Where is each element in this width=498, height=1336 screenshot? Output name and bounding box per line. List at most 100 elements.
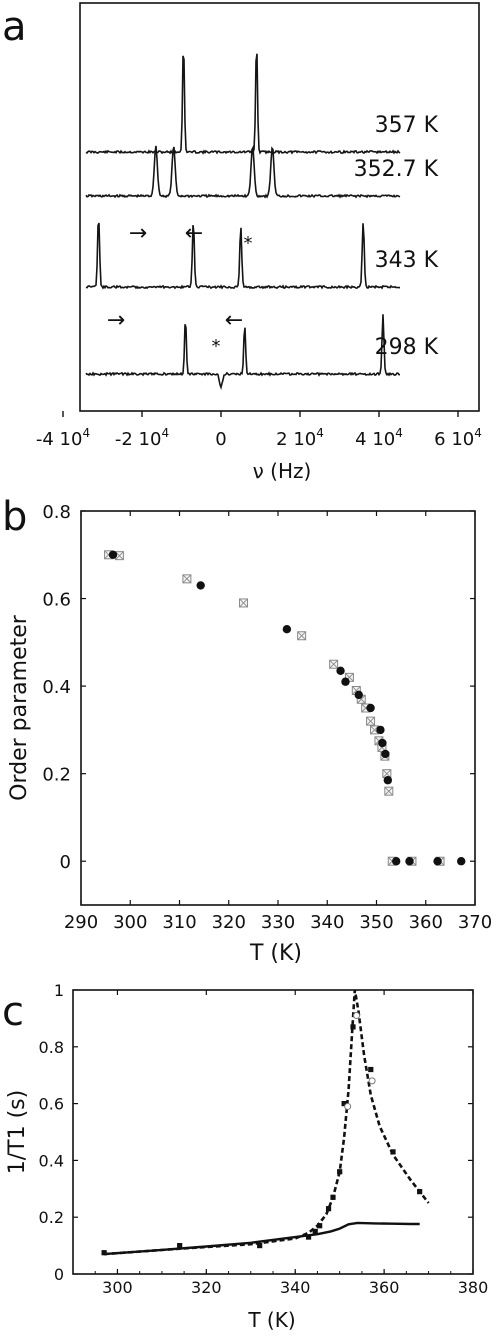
filled-square-marker [417, 1189, 423, 1195]
y-tick-label-c: 0.2 [39, 1208, 64, 1227]
spectrum-trace [85, 53, 401, 155]
filled-circle-marker [457, 857, 466, 866]
x-tick-label-b: 290 [64, 912, 98, 933]
x-tick-label-c: 380 [458, 1278, 489, 1297]
x-ticks-a: -4 104 -2 104 0 2 104 4 104 6 104 [36, 411, 482, 450]
y-tick-label-c: 0.6 [39, 1095, 64, 1114]
solid-fit-line [104, 1221, 420, 1256]
filled-circle-marker [108, 550, 118, 559]
x-tick-label-b: 340 [310, 912, 344, 933]
arrow-right-icon: → [129, 221, 147, 246]
x-tick-label-b: 370 [458, 912, 492, 933]
filled-circle-marker [336, 666, 345, 675]
filled-square-marker [350, 1024, 356, 1030]
y-axis-label-b: Order parameter [7, 614, 32, 801]
y-tick-label-b: 0.8 [42, 502, 71, 523]
open-circle-marker [368, 1077, 376, 1085]
filled-circle-marker [376, 725, 385, 735]
cross-marker [297, 631, 306, 641]
x-tick-label-a: 4 104 [355, 426, 403, 450]
x-tick-label-b: 360 [409, 912, 443, 933]
filled-square-marker [317, 1223, 323, 1229]
panel-b: b 290 300 310 320 330 340 350 360 370 0 0.2 0.4 0.6 0… [2, 494, 492, 966]
filled-square-marker [312, 1228, 318, 1234]
filled-circle-marker [196, 581, 205, 590]
filled-circle-marker [341, 677, 350, 686]
asterisk-marker: * [244, 233, 253, 254]
filled-square-marker [330, 1194, 336, 1200]
cross-marker [329, 659, 338, 669]
temperature-label: 343 K [375, 248, 439, 273]
arrow-left-icon: ← [185, 221, 203, 246]
x-tick-label-a: -4 104 [36, 426, 90, 450]
y-tick-label-c: 0.8 [39, 1038, 64, 1057]
x-tick-label-b: 320 [212, 912, 246, 933]
cross-marker [382, 769, 392, 778]
filled-square-marker [337, 1169, 343, 1175]
x-tick-label-b: 330 [261, 912, 295, 933]
filled-circle-marker [354, 690, 363, 700]
y-tick-label-b: 0.4 [42, 677, 71, 698]
x-tick-label-c: 320 [191, 1278, 222, 1297]
cross-marker [239, 598, 248, 608]
arrow-left-icon: ← [225, 308, 243, 333]
filled-circle-marker [405, 857, 414, 866]
panel-c: c 300 320 340 360 380 0 0.2 0.4 0.6 0.8 1 T (K) 1/… [2, 981, 488, 1332]
x-axis-label-b: T (K) [249, 941, 302, 966]
spectrum-trace [85, 144, 401, 199]
x-tick-label-c: 340 [280, 1278, 311, 1297]
x-tick-label-a: 0 [215, 429, 226, 450]
relaxation-lines [104, 989, 430, 1256]
filled-circle-marker [366, 703, 375, 713]
spectrum-trace [85, 314, 401, 390]
open-circle-marker [353, 1012, 361, 1020]
temperature-label: 352.7 K [354, 157, 439, 182]
filled-square-marker [341, 1101, 347, 1107]
temperature-label: 298 K [375, 335, 439, 360]
y-tick-label-c: 1 [54, 981, 64, 1000]
filled-square-marker [177, 1243, 183, 1249]
x-axis-label-c: T (K) [247, 1308, 295, 1332]
relaxation-points [101, 1012, 423, 1256]
axes-b: 290 300 310 320 330 340 350 360 370 0 0.2 0.4 0.6 0.8 [42, 502, 492, 933]
filled-circle-marker [378, 738, 387, 748]
y-tick-label-c: 0.4 [39, 1151, 64, 1170]
filled-circle-marker [433, 857, 442, 866]
asterisk-marker: * [212, 336, 221, 357]
filled-square-marker [390, 1149, 396, 1155]
open-circle-marker [344, 1102, 352, 1110]
x-tick-label-b: 350 [359, 912, 393, 933]
panel-a-frame [79, 2, 480, 412]
dashed-fit-line [104, 989, 430, 1256]
filled-circle-marker [383, 776, 393, 785]
x-tick-label-c: 300 [102, 1278, 133, 1297]
x-tick-label-b: 310 [162, 912, 196, 933]
panel-b-frame [80, 510, 476, 906]
x-tick-label-b: 300 [113, 912, 147, 933]
x-tick-label-a: 6 104 [434, 426, 482, 450]
y-axis-label-c: 1/T1 (s) [5, 1090, 30, 1174]
axes-c: 300 320 340 360 380 0 0.2 0.4 0.6 0.8 1 [39, 981, 489, 1297]
filled-circle-marker [282, 625, 292, 634]
filled-square-marker [101, 1250, 107, 1256]
filled-square-marker [305, 1234, 312, 1240]
panel-label-c: c [2, 989, 24, 1035]
cross-marker [182, 574, 192, 584]
filled-square-marker [257, 1243, 263, 1249]
temperature-label: 357 K [375, 113, 439, 138]
panel-label-b: b [2, 494, 27, 540]
y-tick-label-b: 0 [60, 852, 71, 873]
x-axis-label-a: ν (Hz) [253, 459, 312, 483]
x-tick-label-a: 2 104 [276, 426, 324, 450]
y-tick-label-b: 0.2 [42, 765, 71, 786]
arrow-right-icon: → [107, 308, 125, 333]
y-tick-label-b: 0.6 [42, 590, 71, 611]
filled-square-marker [325, 1206, 332, 1212]
order-parameter-points [104, 550, 466, 866]
filled-square-marker [368, 1066, 374, 1073]
filled-circle-marker [381, 749, 390, 759]
filled-circle-marker [392, 857, 401, 866]
